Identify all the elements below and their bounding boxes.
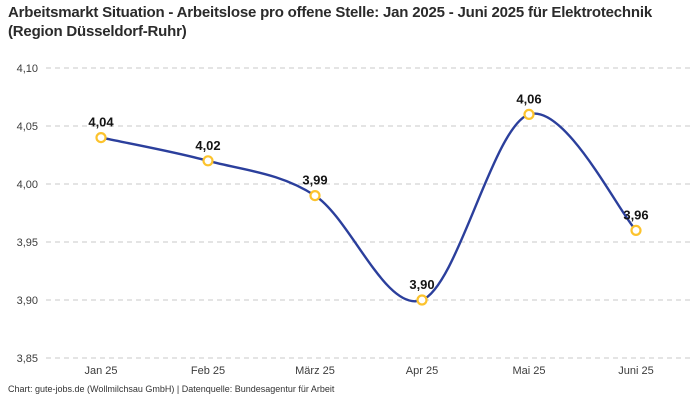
data-point-marker (309, 190, 321, 202)
y-axis-tick-label: 4,10 (17, 63, 38, 75)
chart-credit: Chart: gute-jobs.de (Wollmilchsau GmbH) … (8, 384, 335, 394)
data-point-marker (95, 132, 107, 144)
y-axis-tick-label: 4,00 (17, 179, 38, 191)
x-axis-tick-label: März 25 (295, 365, 335, 377)
x-axis-tick-label: Mai 25 (512, 365, 545, 377)
y-axis-tick-label: 3,85 (17, 353, 38, 365)
data-point-marker (416, 294, 428, 306)
data-point-label: 4,02 (195, 138, 220, 153)
x-axis-tick-label: Jan 25 (84, 365, 117, 377)
x-axis-tick-label: Feb 25 (191, 365, 225, 377)
data-series-line (99, 112, 638, 303)
chart-title: Arbeitsmarkt Situation - Arbeitslose pro… (8, 4, 652, 40)
y-axis-tick-label: 3,95 (17, 237, 38, 249)
data-point-marker (630, 224, 642, 236)
data-point-marker (523, 108, 535, 121)
y-axis-tick-label: 3,90 (17, 295, 38, 307)
x-axis-tick-label: Juni 25 (618, 365, 653, 377)
data-point-label: 4,04 (88, 115, 114, 130)
data-point-label: 4,06 (516, 91, 541, 106)
x-axis-tick-label: Apr 25 (406, 365, 438, 377)
data-point-label: 3,90 (409, 277, 434, 292)
y-axis-tick-label: 4,05 (17, 121, 38, 133)
data-point-label: 3,96 (623, 207, 648, 222)
data-point-label: 3,99 (302, 173, 327, 188)
data-point-marker (202, 155, 214, 167)
